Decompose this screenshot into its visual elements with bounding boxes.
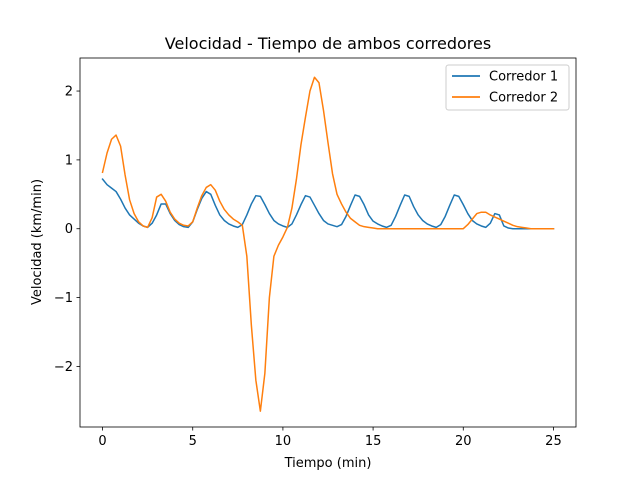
- y-tick-label: −1: [54, 291, 73, 306]
- legend: Corredor 1 Corredor 2: [445, 64, 570, 111]
- y-tick-label: 1: [65, 153, 73, 168]
- chart-title: Velocidad - Tiempo de ambos corredores: [165, 34, 491, 53]
- y-tick-label: 2: [65, 85, 73, 100]
- plot-frame: [79, 57, 577, 428]
- legend-label-2: Corredor 2: [489, 91, 558, 106]
- y-tick-label: 0: [65, 222, 73, 237]
- x-tick-label: 25: [545, 434, 562, 449]
- series-line-2: [101, 76, 555, 412]
- y-axis-label: Velocidad (km/min): [30, 179, 45, 305]
- axes: 0 5 10 15 20 25 −2 −1 0 1 2: [54, 57, 577, 449]
- plot-area: [101, 76, 555, 412]
- x-tick-label: 20: [455, 434, 472, 449]
- legend-label-1: Corredor 1: [489, 70, 558, 85]
- x-tick-label: 15: [365, 434, 382, 449]
- x-tick-label: 5: [189, 434, 197, 449]
- x-tick-label: 10: [275, 434, 292, 449]
- x-tick-label: 0: [98, 434, 106, 449]
- y-tick-label: −2: [54, 360, 73, 375]
- x-axis-label: Tiempo (min): [284, 456, 372, 471]
- series-line-1: [101, 178, 555, 230]
